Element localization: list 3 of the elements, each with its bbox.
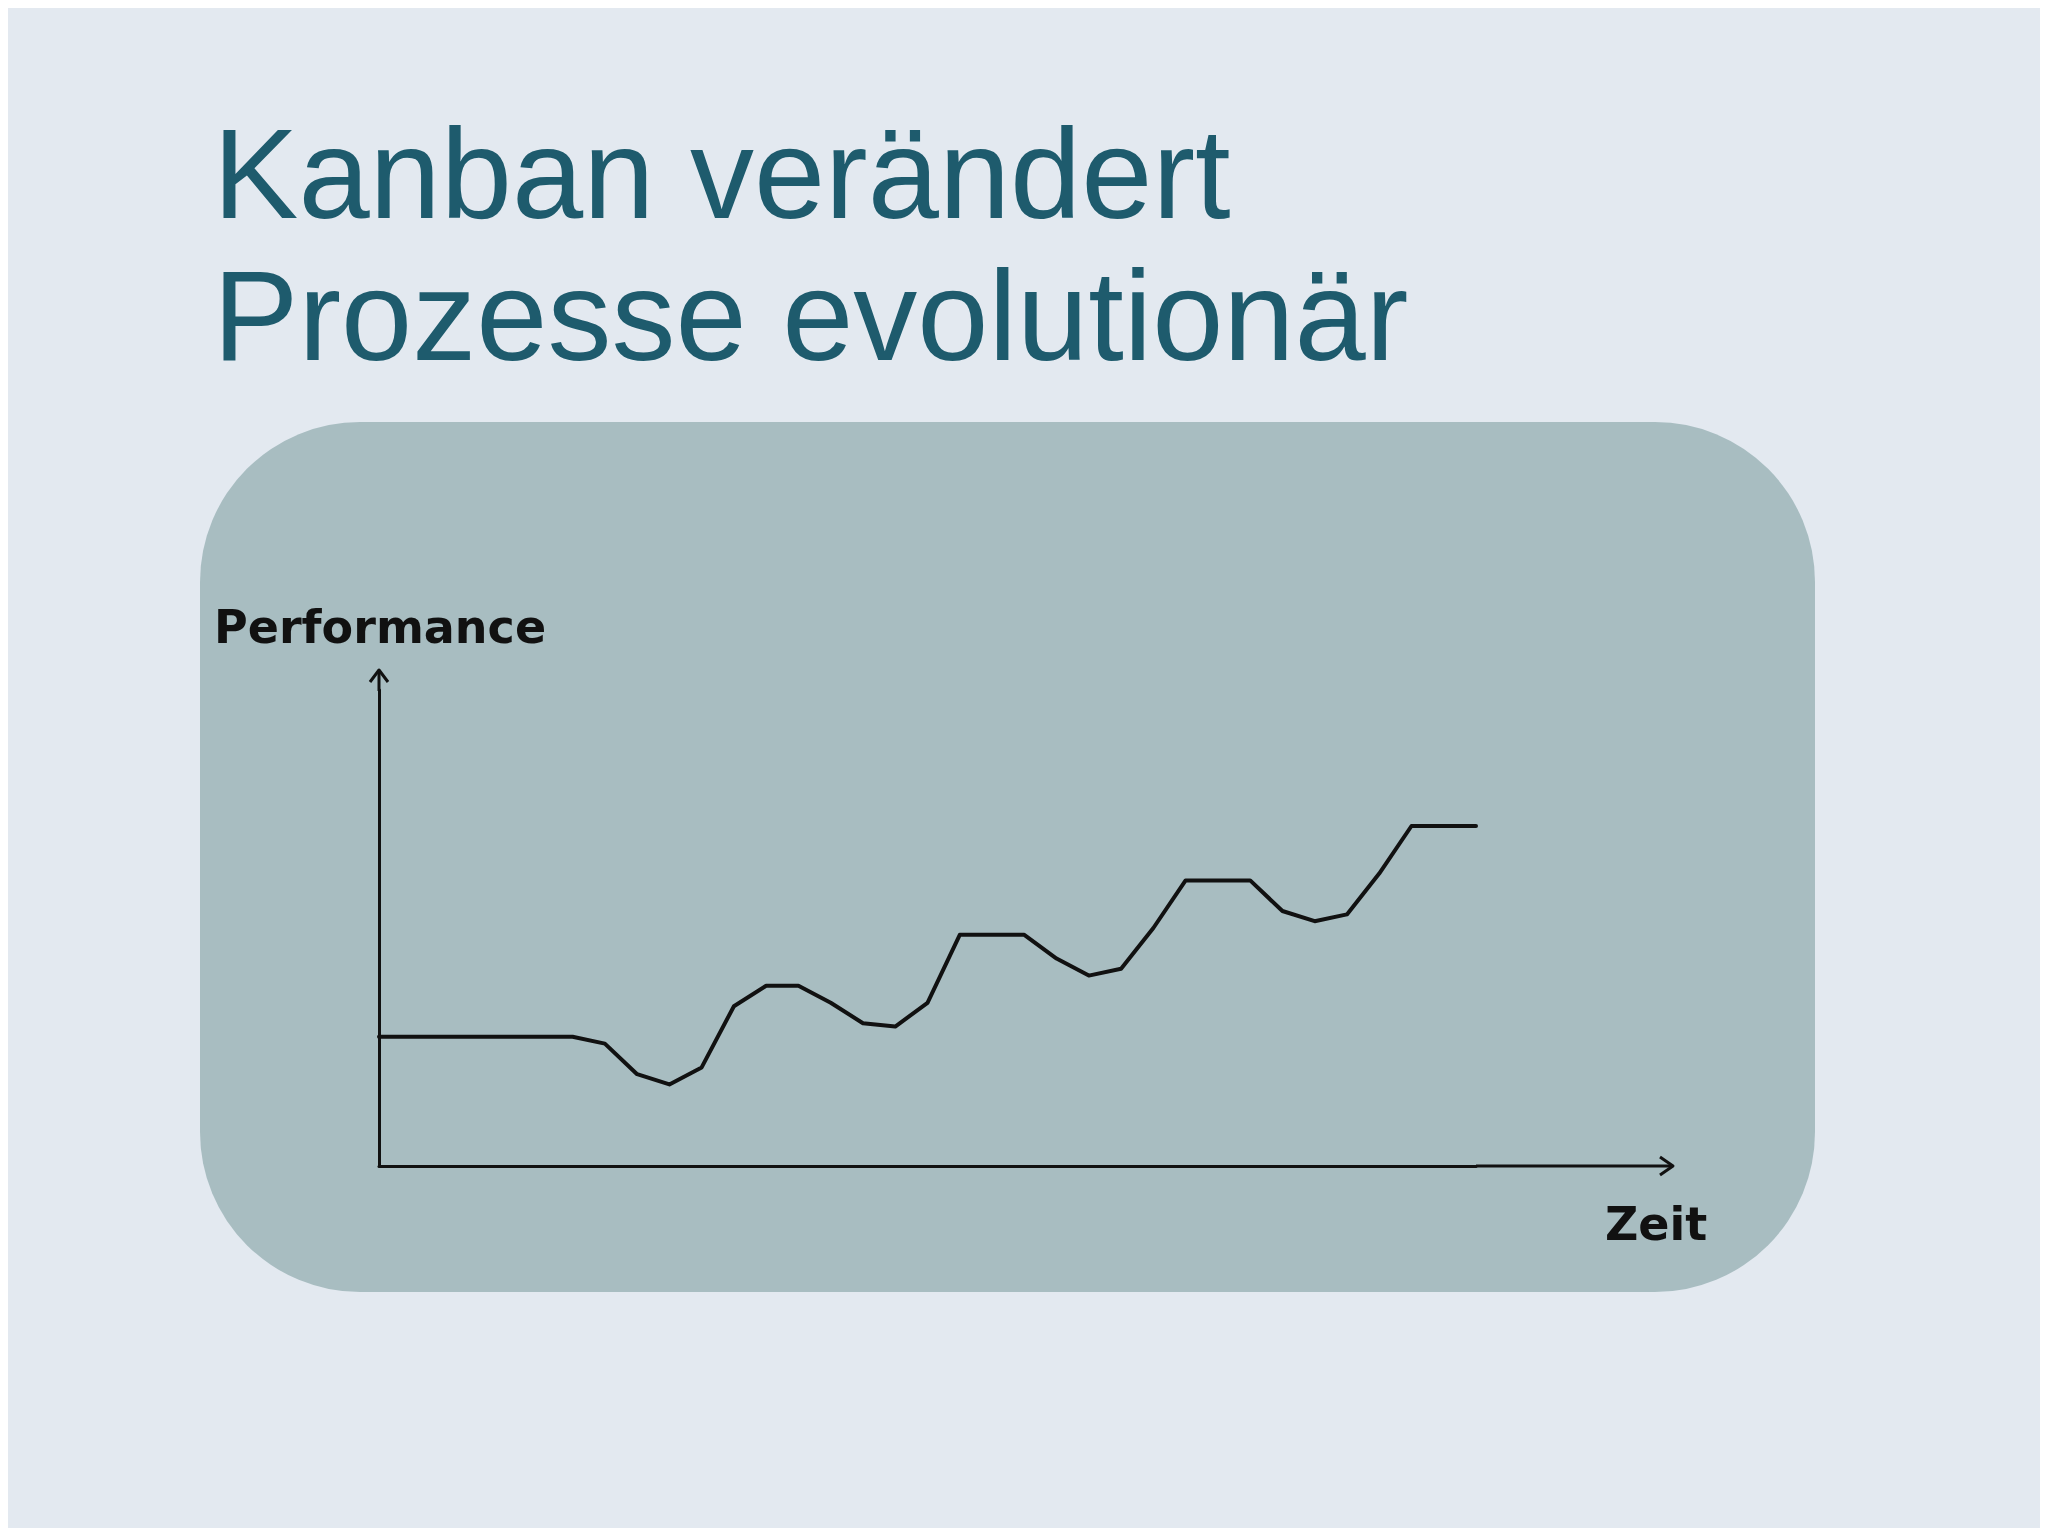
chart-title: Kanban verändert Prozesse evolutionär — [213, 102, 1410, 387]
y-axis-title: Performance — [214, 600, 547, 654]
x-axis-title: Zeit — [1605, 1197, 1708, 1251]
